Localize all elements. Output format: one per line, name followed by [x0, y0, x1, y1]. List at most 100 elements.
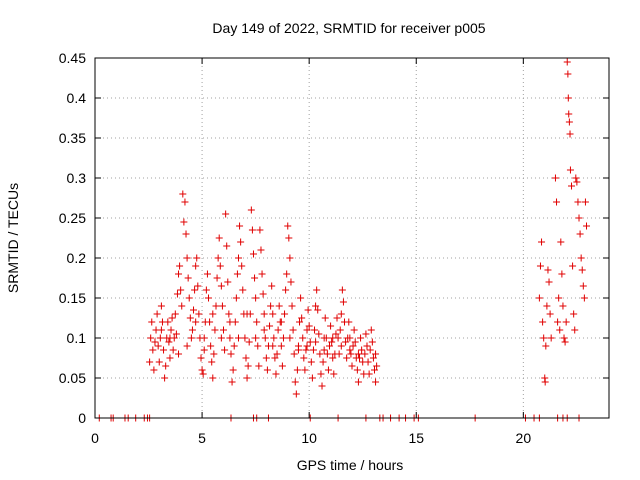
data-point: [571, 326, 579, 334]
data-point: [217, 282, 225, 290]
y-tick-label: 0: [78, 410, 86, 426]
data-point: [319, 358, 327, 366]
data-point: [166, 334, 174, 342]
data-point: [361, 350, 369, 358]
data-point: [202, 286, 210, 294]
data-point: [205, 294, 213, 302]
data-point: [171, 310, 179, 318]
data-point: [146, 358, 154, 366]
data-point: [301, 366, 309, 374]
data-point: [283, 270, 291, 278]
data-point: [184, 274, 192, 282]
data-point: [540, 334, 548, 342]
data-point: [574, 198, 582, 206]
data-point: [239, 286, 247, 294]
data-point: [198, 366, 206, 374]
data-point: [554, 318, 562, 326]
data-point: [572, 174, 580, 182]
data-point: [191, 286, 199, 294]
data-point: [252, 294, 260, 302]
data-point: [320, 346, 328, 354]
data-point: [213, 274, 221, 282]
data-point: [275, 302, 283, 310]
data-point: [181, 198, 189, 206]
data-point: [268, 282, 276, 290]
data-point: [538, 238, 546, 246]
y-tick-label: 0.25: [59, 210, 86, 226]
data-point: [259, 290, 267, 298]
data-point: [162, 362, 170, 370]
data-point: [542, 342, 550, 350]
data-point: [287, 278, 295, 286]
data-point: [153, 310, 161, 318]
data-point: [308, 374, 316, 382]
y-tick-label: 0.4: [67, 90, 87, 106]
data-point: [218, 302, 226, 310]
data-point: [157, 302, 165, 310]
data-point: [207, 342, 215, 350]
data-point: [156, 334, 164, 342]
data-point: [539, 318, 547, 326]
data-point: [355, 354, 363, 362]
data-point: [365, 370, 373, 378]
data-point: [561, 338, 569, 346]
data-point: [338, 286, 346, 294]
data-point: [229, 366, 237, 374]
data-point: [292, 390, 300, 398]
data-point: [238, 262, 246, 270]
data-point: [226, 318, 234, 326]
data-point: [298, 314, 306, 322]
data-point: [551, 174, 559, 182]
data-point: [337, 310, 345, 318]
data-point: [256, 226, 264, 234]
data-point: [194, 282, 202, 290]
data-point: [330, 370, 338, 378]
data-point: [192, 262, 200, 270]
data-point: [243, 374, 251, 382]
data-point: [188, 326, 196, 334]
data-point: [179, 190, 187, 198]
data-point: [241, 334, 249, 342]
data-point: [244, 362, 252, 370]
data-point: [318, 382, 326, 390]
data-point: [149, 346, 157, 354]
data-point: [249, 250, 257, 258]
data-point: [255, 362, 263, 370]
data-point: [326, 342, 334, 350]
data-point: [214, 254, 222, 262]
data-point: [286, 334, 294, 342]
data-point: [297, 294, 305, 302]
data-point: [291, 378, 299, 386]
data-point: [223, 242, 231, 250]
data-point: [220, 326, 227, 334]
data-point: [579, 282, 587, 290]
data-point: [336, 326, 344, 334]
data-point: [348, 362, 356, 370]
data-point: [161, 374, 169, 382]
data-point: [190, 306, 198, 314]
data-point: [234, 334, 242, 342]
data-point: [343, 354, 351, 362]
data-point: [573, 178, 581, 186]
data-point: [569, 262, 577, 270]
data-point: [363, 342, 371, 350]
data-point: [364, 358, 372, 366]
data-point: [317, 370, 325, 378]
data-point: [278, 362, 286, 370]
data-point: [277, 342, 285, 350]
data-point: [580, 294, 588, 302]
y-axis-label: SRMTID / TECUs: [5, 183, 21, 293]
data-point: [186, 314, 194, 322]
data-point: [185, 294, 193, 302]
y-tick-label: 0.05: [59, 370, 86, 386]
data-point: [242, 354, 250, 362]
data-point: [370, 366, 378, 374]
data-point: [178, 302, 186, 310]
data-point: [575, 214, 583, 222]
data-point: [217, 334, 225, 342]
data-point: [165, 338, 173, 346]
data-point: [372, 378, 380, 386]
data-point: [303, 342, 311, 350]
data-point: [195, 310, 203, 318]
data-point: [367, 326, 375, 334]
